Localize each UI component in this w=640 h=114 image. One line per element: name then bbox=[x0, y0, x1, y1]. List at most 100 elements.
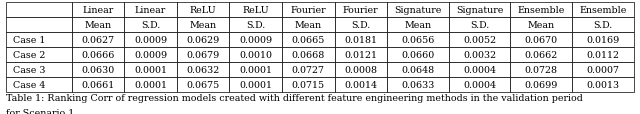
Text: 0.0112: 0.0112 bbox=[586, 51, 620, 60]
Text: 0.0009: 0.0009 bbox=[239, 36, 272, 45]
Text: 0.0629: 0.0629 bbox=[186, 36, 220, 45]
Text: Mean: Mean bbox=[294, 21, 322, 30]
Text: Signature: Signature bbox=[456, 6, 503, 15]
Bar bbox=[449, 63, 510, 78]
Bar bbox=[6, 63, 72, 78]
Text: S.D.: S.D. bbox=[593, 21, 612, 30]
Bar bbox=[6, 33, 72, 48]
Text: Ensemble: Ensemble bbox=[579, 6, 627, 15]
Text: 0.0001: 0.0001 bbox=[239, 80, 272, 89]
Text: 0.0728: 0.0728 bbox=[525, 66, 557, 75]
Bar bbox=[387, 48, 449, 63]
Bar bbox=[6, 3, 72, 18]
Text: 0.0032: 0.0032 bbox=[463, 51, 496, 60]
Bar bbox=[282, 78, 335, 92]
Bar bbox=[124, 48, 177, 63]
Text: 0.0715: 0.0715 bbox=[292, 80, 324, 89]
Text: 0.0662: 0.0662 bbox=[525, 51, 558, 60]
Bar bbox=[72, 3, 124, 18]
Bar bbox=[572, 33, 634, 48]
Bar bbox=[229, 78, 282, 92]
Bar bbox=[282, 48, 335, 63]
Text: 0.0656: 0.0656 bbox=[401, 36, 435, 45]
Bar bbox=[449, 3, 510, 18]
Text: S.D.: S.D. bbox=[246, 21, 265, 30]
Bar bbox=[335, 63, 387, 78]
Text: 0.0181: 0.0181 bbox=[344, 36, 378, 45]
Bar bbox=[335, 48, 387, 63]
Text: S.D.: S.D. bbox=[351, 21, 371, 30]
Bar bbox=[282, 3, 335, 18]
Bar bbox=[387, 63, 449, 78]
Bar bbox=[449, 48, 510, 63]
Text: 0.0648: 0.0648 bbox=[401, 66, 435, 75]
Bar bbox=[282, 63, 335, 78]
Text: Case 1: Case 1 bbox=[13, 36, 45, 45]
Bar bbox=[387, 18, 449, 33]
Text: Fourier: Fourier bbox=[343, 6, 379, 15]
Bar bbox=[449, 33, 510, 48]
Bar bbox=[510, 78, 572, 92]
Bar bbox=[510, 48, 572, 63]
Text: 0.0675: 0.0675 bbox=[186, 80, 220, 89]
Text: Linear: Linear bbox=[83, 6, 113, 15]
Text: 0.0009: 0.0009 bbox=[134, 51, 167, 60]
Text: 0.0009: 0.0009 bbox=[134, 36, 167, 45]
Bar bbox=[124, 78, 177, 92]
Bar bbox=[124, 33, 177, 48]
Bar bbox=[572, 63, 634, 78]
Text: 0.0632: 0.0632 bbox=[186, 66, 220, 75]
Bar bbox=[510, 33, 572, 48]
Bar bbox=[124, 18, 177, 33]
Text: 0.0001: 0.0001 bbox=[134, 80, 167, 89]
Text: Signature: Signature bbox=[394, 6, 442, 15]
Text: Mean: Mean bbox=[84, 21, 111, 30]
Text: Case 3: Case 3 bbox=[13, 66, 45, 75]
Text: Case 4: Case 4 bbox=[13, 80, 45, 89]
Bar bbox=[124, 63, 177, 78]
Bar bbox=[6, 48, 72, 63]
Text: Ensemble: Ensemble bbox=[518, 6, 565, 15]
Text: 0.0661: 0.0661 bbox=[81, 80, 115, 89]
Text: Mean: Mean bbox=[527, 21, 555, 30]
Text: Table 1: Ranking Corr of regression models created with different feature engine: Table 1: Ranking Corr of regression mode… bbox=[6, 93, 583, 102]
Text: S.D.: S.D. bbox=[470, 21, 489, 30]
Text: 0.0014: 0.0014 bbox=[344, 80, 378, 89]
Text: 0.0008: 0.0008 bbox=[344, 66, 378, 75]
Bar bbox=[229, 33, 282, 48]
Bar bbox=[72, 48, 124, 63]
Bar bbox=[510, 18, 572, 33]
Bar bbox=[229, 63, 282, 78]
Bar bbox=[124, 3, 177, 18]
Bar bbox=[282, 33, 335, 48]
Bar bbox=[335, 78, 387, 92]
Bar bbox=[335, 3, 387, 18]
Text: for Scenario 1: for Scenario 1 bbox=[6, 108, 75, 114]
Text: Mean: Mean bbox=[189, 21, 217, 30]
Bar bbox=[177, 48, 229, 63]
Bar bbox=[335, 33, 387, 48]
Bar bbox=[72, 33, 124, 48]
Text: 0.0052: 0.0052 bbox=[463, 36, 496, 45]
Bar bbox=[6, 78, 72, 92]
Bar bbox=[229, 3, 282, 18]
Bar bbox=[72, 18, 124, 33]
Bar bbox=[387, 78, 449, 92]
Text: 0.0660: 0.0660 bbox=[401, 51, 435, 60]
Bar bbox=[387, 33, 449, 48]
Text: Linear: Linear bbox=[135, 6, 166, 15]
Text: Fourier: Fourier bbox=[291, 6, 326, 15]
Text: ReLU: ReLU bbox=[190, 6, 216, 15]
Text: 0.0004: 0.0004 bbox=[463, 80, 496, 89]
Bar bbox=[229, 48, 282, 63]
Text: 0.0007: 0.0007 bbox=[586, 66, 620, 75]
Bar bbox=[72, 63, 124, 78]
Bar bbox=[572, 78, 634, 92]
Text: 0.0633: 0.0633 bbox=[401, 80, 435, 89]
Text: S.D.: S.D. bbox=[141, 21, 160, 30]
Bar bbox=[72, 78, 124, 92]
Bar bbox=[449, 18, 510, 33]
Bar bbox=[282, 18, 335, 33]
Text: ReLU: ReLU bbox=[243, 6, 269, 15]
Bar bbox=[572, 3, 634, 18]
